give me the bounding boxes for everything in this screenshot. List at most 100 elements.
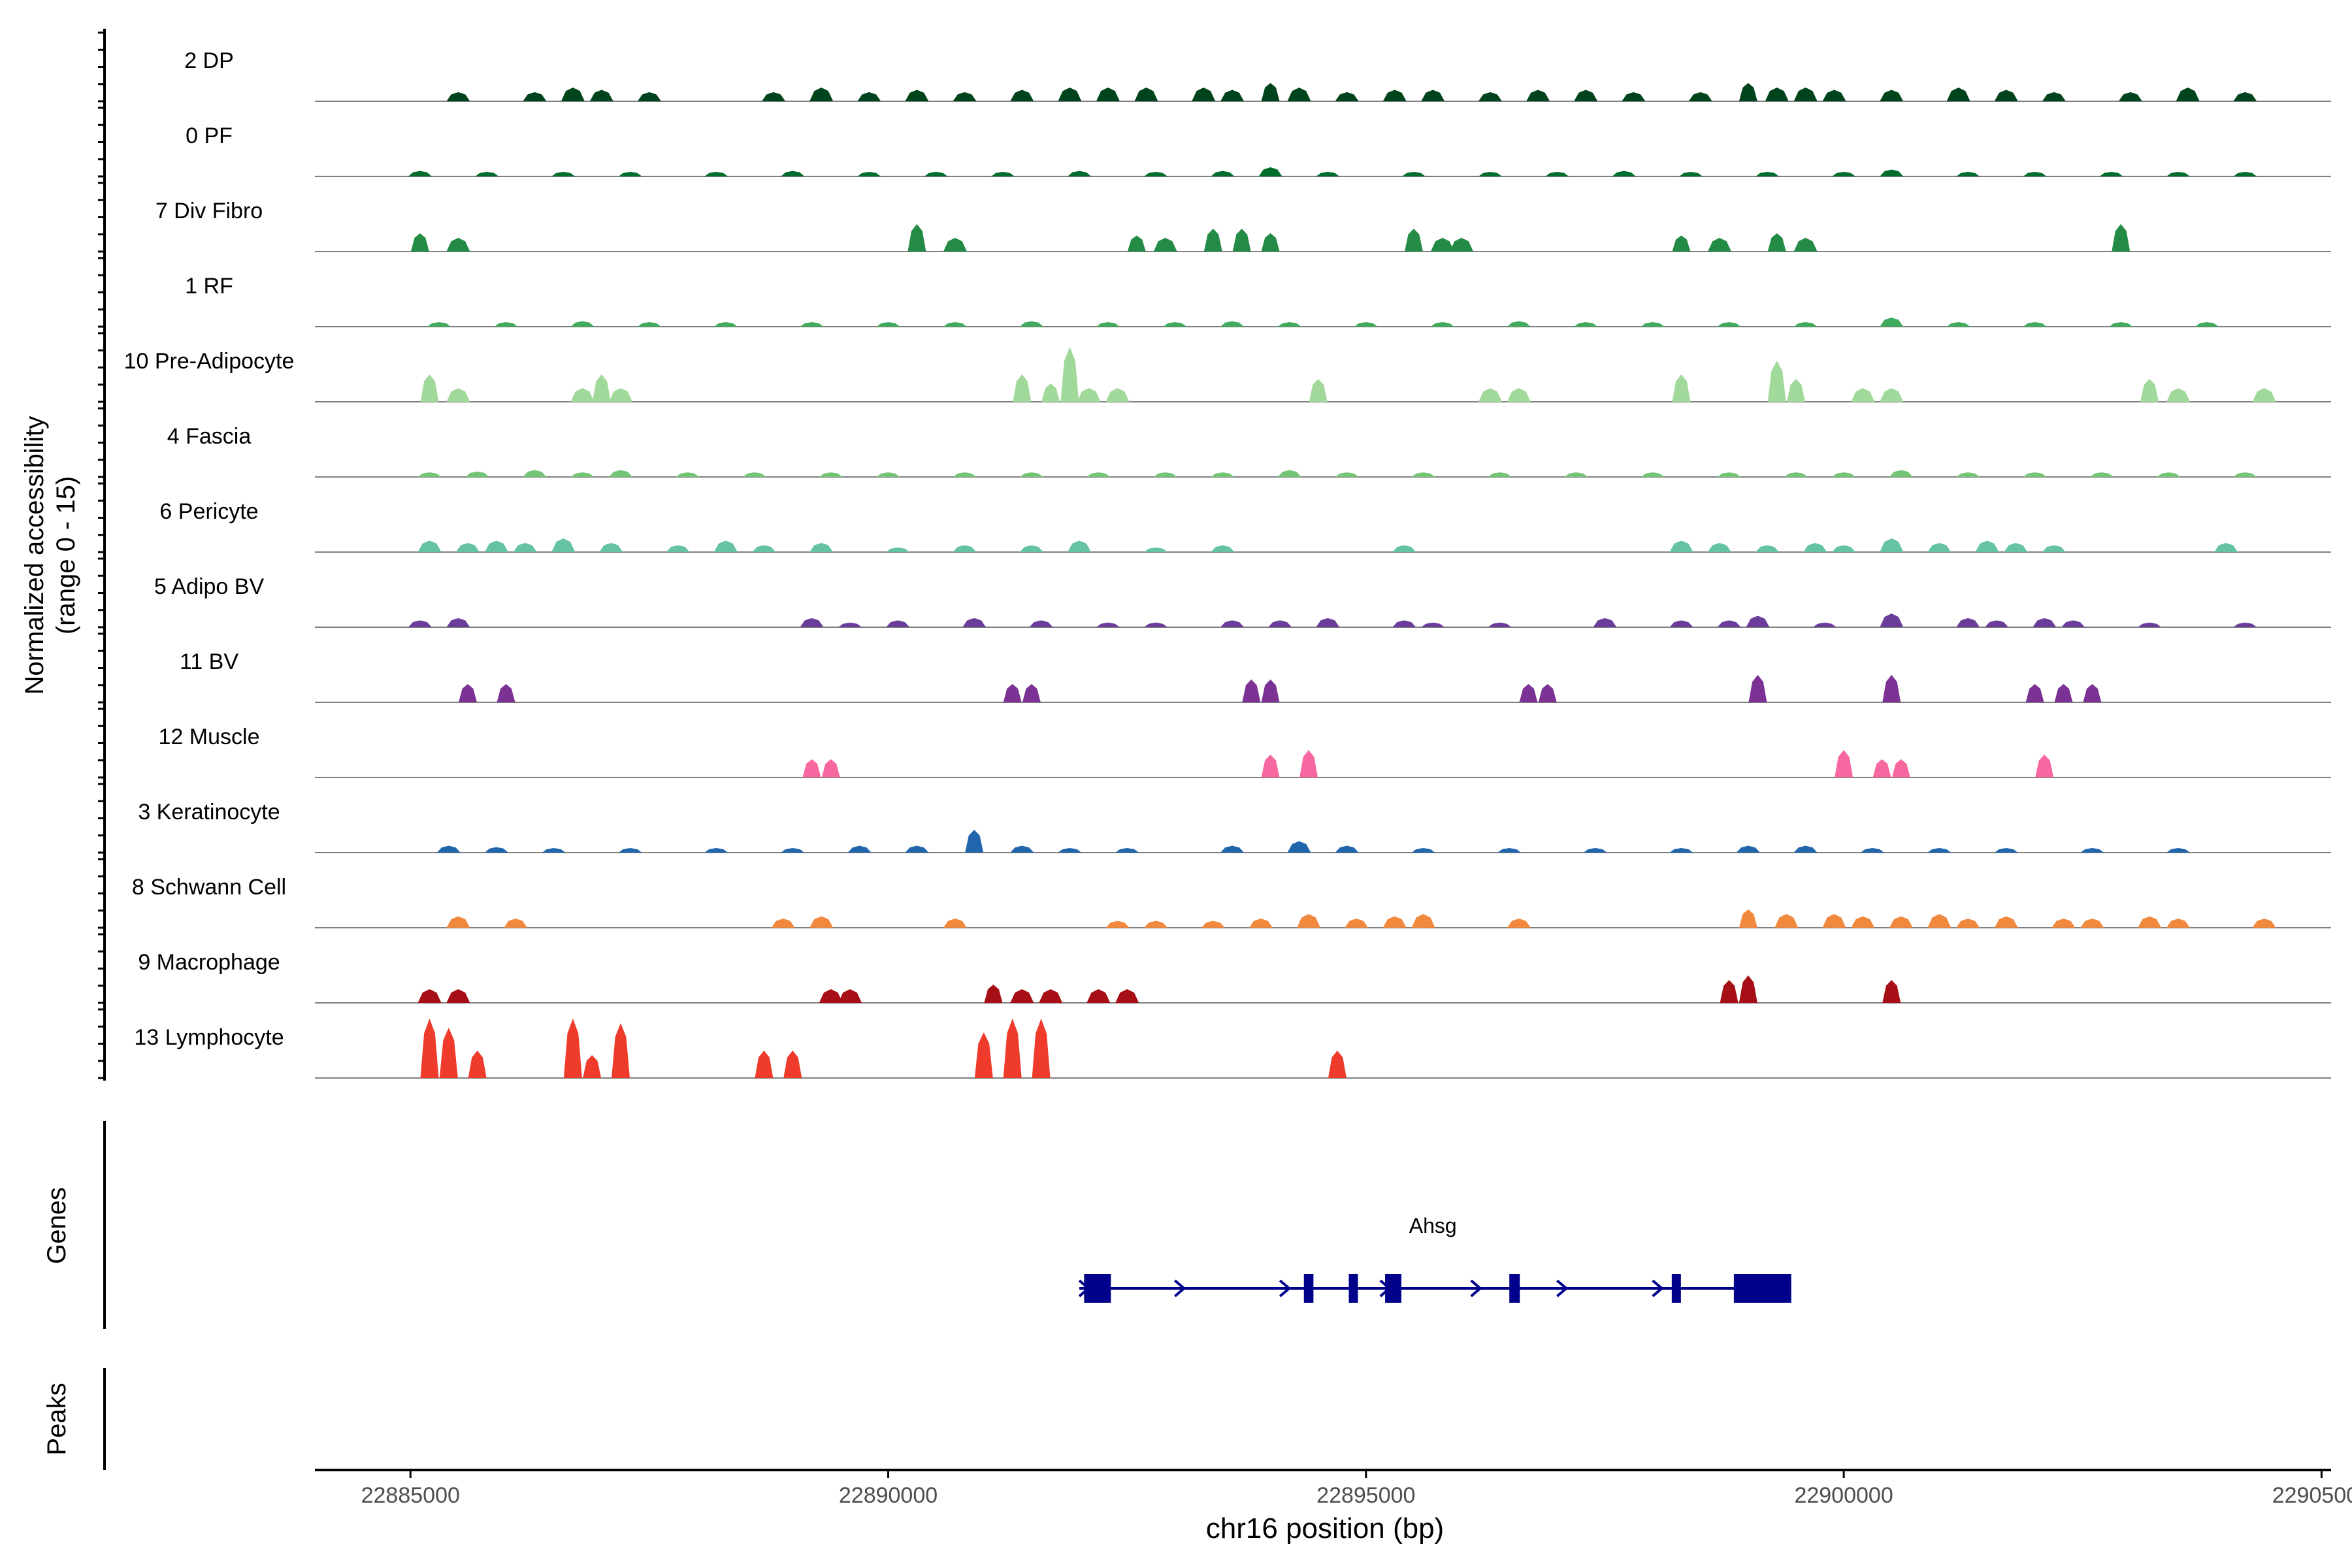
accessibility-peak bbox=[1927, 914, 1952, 928]
accessibility-peak bbox=[984, 985, 1003, 1003]
accessibility-peak bbox=[1019, 545, 1043, 552]
accessibility-peak bbox=[551, 538, 576, 552]
strand-arrow bbox=[1279, 1279, 1292, 1298]
accessibility-peak bbox=[1086, 989, 1111, 1003]
accessibility-peak bbox=[1707, 238, 1731, 252]
accessibility-peak bbox=[1478, 388, 1502, 402]
accessibility-peak bbox=[1956, 919, 1980, 928]
accessibility-peak bbox=[1756, 172, 1780, 176]
accessibility-peak bbox=[781, 848, 805, 853]
accessibility-peak bbox=[1010, 845, 1034, 853]
accessibility-peak bbox=[1765, 88, 1789, 101]
accessibility-peak bbox=[1287, 841, 1311, 853]
accessibility-peak bbox=[1927, 848, 1952, 853]
track-label: 9 Macrophage bbox=[138, 950, 280, 975]
accessibility-peak bbox=[953, 92, 977, 101]
accessibility-peak bbox=[1297, 914, 1321, 928]
accessibility-peak bbox=[974, 1032, 993, 1078]
accessibility-peak bbox=[1299, 750, 1318, 777]
accessibility-peak bbox=[1994, 848, 2018, 853]
accessibility-peak bbox=[523, 92, 547, 101]
accessibility-peak bbox=[1354, 322, 1378, 327]
accessibility-peak bbox=[1261, 755, 1280, 777]
accessibility-peak bbox=[953, 545, 977, 552]
accessibility-peak bbox=[1593, 618, 1617, 627]
accessibility-peak bbox=[1488, 472, 1512, 477]
accessibility-peak bbox=[1258, 167, 1282, 176]
accessibility-peak bbox=[2140, 379, 2159, 402]
accessibility-peak bbox=[2004, 543, 2028, 552]
accessibility-peak bbox=[1622, 92, 1646, 101]
accessibility-peak bbox=[1793, 845, 1818, 853]
accessibility-peak bbox=[1564, 472, 1588, 477]
accessibility-peak bbox=[991, 172, 1015, 176]
accessibility-peak bbox=[1545, 172, 1569, 176]
accessibility-peak bbox=[1003, 684, 1022, 702]
accessibility-peak bbox=[1144, 921, 1168, 928]
accessibility-peak bbox=[551, 172, 576, 176]
track-label: 1 RF bbox=[185, 274, 233, 299]
accessibility-peak bbox=[1144, 547, 1168, 552]
accessibility-peak bbox=[2118, 92, 2142, 101]
accessibility-peak bbox=[1507, 321, 1531, 327]
accessibility-peak bbox=[1679, 172, 1703, 176]
genes-label: Genes bbox=[42, 1187, 71, 1264]
accessibility-peak bbox=[1003, 1019, 1022, 1078]
accessibility-peak bbox=[2033, 618, 2057, 627]
accessibility-peak bbox=[1860, 848, 1884, 853]
accessibility-peak bbox=[1927, 543, 1952, 552]
strand-arrow bbox=[1470, 1279, 1482, 1298]
accessibility-peak bbox=[771, 919, 795, 928]
accessibility-peak bbox=[821, 759, 840, 777]
accessibility-peak bbox=[704, 848, 728, 853]
track-12: 8 Schwann Cell bbox=[132, 875, 2331, 928]
accessibility-peak bbox=[1832, 472, 1856, 477]
accessibility-peak bbox=[1835, 750, 1854, 777]
gene-exon bbox=[1509, 1274, 1520, 1303]
accessibility-peak bbox=[417, 540, 442, 552]
track-1: 2 DP bbox=[184, 48, 2331, 102]
accessibility-peak bbox=[637, 92, 661, 101]
accessibility-peak bbox=[2233, 472, 2257, 477]
accessibility-peak bbox=[1328, 1051, 1347, 1078]
accessibility-peak bbox=[742, 472, 766, 477]
accessibility-peak bbox=[762, 92, 786, 101]
x-tick-label: 22885000 bbox=[361, 1483, 460, 1508]
accessibility-peak bbox=[1669, 540, 1693, 552]
accessibility-peak bbox=[1019, 472, 1043, 477]
gene-track: Ahsg bbox=[1078, 1214, 1791, 1303]
accessibility-peak bbox=[1316, 618, 1340, 627]
accessibility-peak bbox=[857, 92, 881, 101]
track-label: 5 Adipo BV bbox=[154, 574, 265, 599]
accessibility-peak bbox=[1880, 90, 1904, 101]
accessibility-peak bbox=[408, 620, 432, 627]
track-label: 0 PF bbox=[186, 123, 233, 148]
accessibility-peak bbox=[1612, 171, 1636, 176]
accessibility-peak bbox=[456, 543, 480, 552]
accessibility-peak bbox=[1345, 919, 1369, 928]
accessibility-peak bbox=[800, 322, 824, 327]
accessibility-peak bbox=[2157, 472, 2181, 477]
accessibility-peak bbox=[2166, 919, 2190, 928]
accessibility-peak bbox=[420, 1019, 439, 1078]
accessibility-peak bbox=[1096, 88, 1120, 101]
accessibility-peak bbox=[1985, 620, 2009, 627]
track-6: 4 Fascia bbox=[167, 424, 2331, 478]
accessibility-peak bbox=[1220, 321, 1245, 327]
accessibility-peak bbox=[1220, 845, 1245, 853]
accessibility-peak bbox=[1746, 615, 1770, 627]
accessibility-peak bbox=[965, 830, 984, 853]
accessibility-peak bbox=[1032, 1019, 1051, 1078]
strand-arrow bbox=[1173, 1279, 1186, 1298]
accessibility-peak bbox=[1507, 388, 1531, 402]
accessibility-peak bbox=[1060, 347, 1079, 402]
accessibility-peak bbox=[1013, 374, 1032, 402]
accessibility-peak bbox=[1946, 88, 1970, 101]
accessibility-peak bbox=[618, 172, 642, 176]
accessibility-peak bbox=[2252, 388, 2276, 402]
accessibility-peak bbox=[446, 989, 470, 1003]
accessibility-peak bbox=[2138, 916, 2162, 928]
accessibility-peak bbox=[1748, 675, 1767, 702]
accessibility-peak bbox=[819, 989, 843, 1003]
track-label: 8 Schwann Cell bbox=[132, 875, 286, 900]
